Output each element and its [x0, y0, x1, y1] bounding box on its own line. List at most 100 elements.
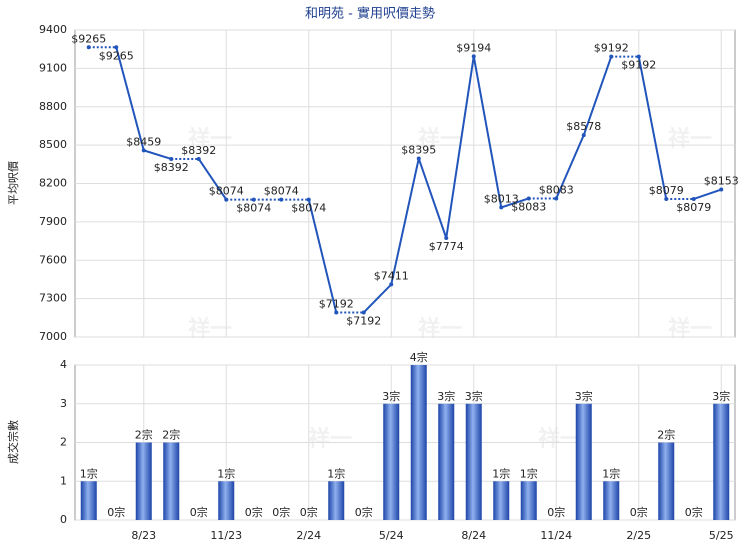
line-segment [417, 158, 448, 239]
data-label: $8392 [154, 161, 189, 174]
x-tick-label: 5/24 [379, 529, 404, 542]
y-tick-label: 9400 [39, 23, 67, 36]
y-tick-label: 9100 [39, 61, 67, 74]
data-label: $8578 [566, 120, 601, 133]
data-label: $9192 [594, 42, 629, 55]
data-label: 0宗 [190, 505, 208, 519]
watermark: 祥一 [308, 426, 352, 452]
watermark: 祥一 [538, 426, 582, 452]
data-label: $8079 [676, 201, 711, 214]
data-label: 3宗 [437, 389, 455, 403]
y-tick-label: 7600 [39, 253, 67, 266]
point [196, 156, 201, 161]
point [86, 45, 91, 50]
point [141, 148, 146, 153]
watermark: 祥一 [668, 316, 712, 342]
y-tick-label: 2 [60, 436, 67, 449]
line-segment [637, 56, 668, 200]
line-segment [390, 158, 420, 285]
point [279, 197, 284, 202]
data-label: 0宗 [355, 505, 373, 519]
point [306, 197, 311, 202]
line-segment [500, 197, 530, 209]
point [581, 133, 586, 138]
bar [80, 481, 97, 520]
point [636, 54, 641, 59]
point [609, 54, 614, 59]
y-tick-label: 4 [60, 358, 67, 371]
y-tick-label: 7300 [39, 292, 67, 305]
point [251, 197, 256, 202]
data-label: 0宗 [685, 505, 703, 519]
data-label: $7192 [346, 314, 381, 327]
data-label: 0宗 [107, 505, 125, 519]
line-segment [307, 199, 338, 313]
point [499, 205, 504, 210]
point [389, 282, 394, 287]
data-label: 1宗 [492, 466, 510, 480]
watermark: 祥一 [188, 126, 232, 152]
bar [438, 403, 455, 520]
line-segment [197, 158, 228, 201]
x-tick-label: 2/24 [296, 529, 321, 542]
point [554, 196, 559, 201]
data-label: 2宗 [135, 428, 153, 442]
point [664, 196, 669, 201]
watermark: 祥一 [418, 316, 462, 342]
data-label: 2宗 [657, 428, 675, 442]
y-tick-label: 8800 [39, 100, 67, 113]
bar [520, 481, 537, 520]
data-label: $8083 [539, 183, 574, 196]
point [444, 235, 449, 240]
watermark: 祥一 [188, 316, 232, 342]
chart-title: 和明苑 - 實用呎價走勢 [305, 6, 435, 22]
y-axis-label: 成交宗數 [6, 420, 20, 464]
data-label: $9265 [71, 32, 106, 45]
data-label: 1宗 [520, 466, 538, 480]
point [169, 156, 174, 161]
bar [658, 442, 675, 520]
bar [163, 442, 180, 520]
line-segment [445, 56, 475, 239]
data-label: $9265 [99, 49, 134, 62]
data-label: 1宗 [602, 466, 620, 480]
data-label: $8074 [291, 202, 326, 215]
bar [575, 403, 592, 520]
data-label: 4宗 [410, 350, 428, 364]
x-tick-label: 8/24 [461, 529, 486, 542]
bar [383, 403, 400, 520]
data-label: $8459 [126, 135, 161, 148]
bar [328, 481, 345, 520]
y-axis-label: 平均呎價 [6, 161, 20, 205]
data-label: 3宗 [575, 389, 593, 403]
data-label: $7411 [374, 269, 409, 282]
point [361, 310, 366, 315]
data-label: 1宗 [217, 466, 235, 480]
data-label: $8074 [209, 185, 244, 198]
x-tick-label: 11/23 [210, 529, 242, 542]
data-label: $8395 [401, 144, 436, 157]
line-segment [143, 149, 172, 160]
data-label: $9194 [456, 41, 491, 54]
line-segment [472, 56, 503, 208]
line-segment [693, 188, 722, 200]
data-label: $8153 [704, 175, 739, 188]
data-label: $8074 [264, 185, 299, 198]
line-segment [363, 283, 392, 314]
bar [135, 442, 152, 520]
data-label: 3宗 [712, 389, 730, 403]
data-label: 1宗 [80, 466, 98, 480]
data-label: 0宗 [300, 505, 318, 519]
y-tick-label: 3 [60, 397, 67, 410]
y-tick-label: 8500 [39, 138, 67, 151]
x-tick-label: 5/25 [709, 529, 734, 542]
data-label: 3宗 [465, 389, 483, 403]
y-tick-label: 8200 [39, 177, 67, 190]
y-tick-label: 7000 [39, 330, 67, 343]
y-tick-label: 1 [60, 474, 67, 487]
line-segment [582, 56, 613, 136]
line-segment [115, 47, 145, 151]
point [471, 54, 476, 59]
data-label: 0宗 [245, 505, 263, 519]
